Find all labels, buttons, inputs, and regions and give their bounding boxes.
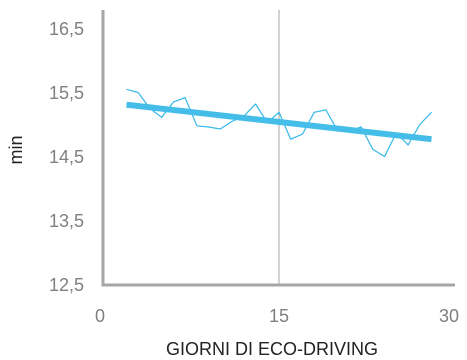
y-tick-label: 16,5 [49,19,84,39]
x-axis-label: GIORNI DI ECO-DRIVING [166,339,378,359]
y-tick-label: 12,5 [49,275,84,295]
daily-line [126,88,432,158]
series [126,88,432,158]
x-tick-label: 15 [269,306,289,326]
tick-labels: 12,5 13,5 14,5 15,5 16,5 0 15 30 [49,19,459,326]
axes [101,10,455,287]
x-tick-label: 30 [439,306,459,326]
x-tick-label: 0 [95,306,105,326]
y-tick-label: 15,5 [49,83,84,103]
y-axis-label: min [6,135,26,164]
y-tick-label: 14,5 [49,147,84,167]
y-tick-label: 13,5 [49,211,84,231]
trend-line [126,101,432,143]
